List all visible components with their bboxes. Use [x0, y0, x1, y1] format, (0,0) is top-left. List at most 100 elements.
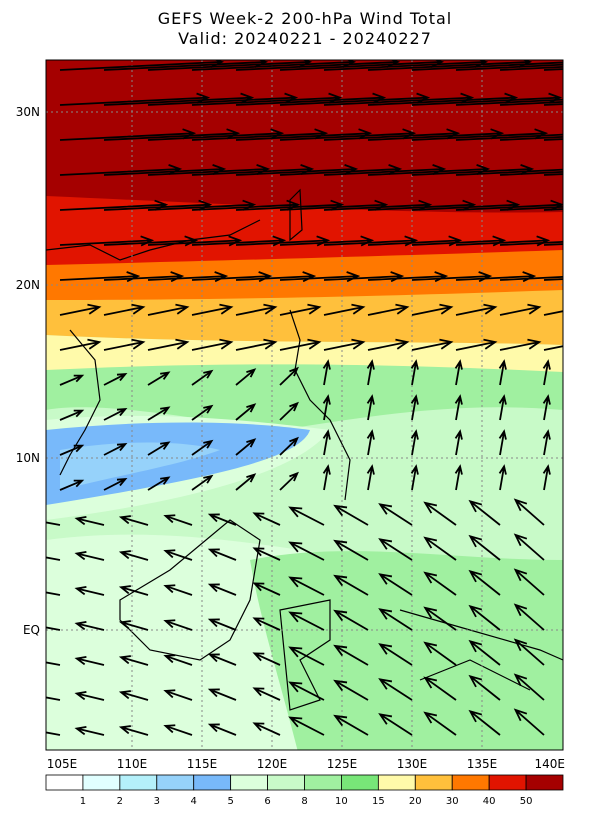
colorbar: 1 2 3 4 5 6 8 10 15 20 30 40 50: [45, 774, 564, 807]
wind-arrow: [279, 128, 417, 141]
wind-arrow: [252, 652, 281, 666]
wind-arrow: [191, 92, 343, 106]
lat-label: 10N: [16, 451, 40, 465]
lon-label: 115E: [187, 757, 218, 771]
wind-arrow: [513, 568, 545, 596]
wind-arrow: [191, 338, 234, 351]
wind-arrow: [378, 503, 413, 526]
wind-arrow: [367, 60, 533, 71]
wind-arrow: [191, 439, 214, 456]
wind-arrow: [118, 550, 149, 561]
wind-arrow: [252, 512, 281, 526]
wind-arrow: [322, 394, 331, 421]
wind-arrow: [235, 164, 359, 176]
wind-arrow: [499, 275, 563, 281]
wind-arrow: [103, 478, 128, 491]
wind-arrow: [252, 547, 281, 561]
wind-arrow: [333, 714, 369, 736]
wind-arrow: [103, 408, 128, 421]
wind-arrow: [252, 617, 281, 631]
wind-arrow: [542, 464, 551, 491]
lat-label: EQ: [23, 623, 40, 637]
wind-arrow: [499, 65, 563, 71]
wind-arrow: [103, 271, 185, 283]
wind-arrow: [423, 641, 457, 666]
wind-arrow: [543, 278, 563, 281]
wind-arrow: [513, 673, 545, 701]
wind-arrow: [74, 516, 105, 526]
wind-arrow: [378, 713, 413, 736]
wind-arrow: [323, 271, 405, 283]
wind-arrow: [103, 303, 146, 316]
wind-arrow: [333, 644, 369, 666]
wind-arrow: [498, 394, 507, 421]
wind-arrow: [367, 164, 491, 176]
wind-arrow: [542, 394, 551, 421]
colorbar-label: 8: [301, 796, 307, 807]
wind-arrow: [118, 620, 149, 631]
wind-arrow: [410, 359, 419, 386]
lat-label: 30N: [16, 105, 40, 119]
wind-arrow: [455, 168, 563, 176]
colorbar-box: [82, 774, 121, 791]
colorbar-box: [304, 774, 342, 791]
wind-arrow: [279, 199, 389, 211]
wind-arrow: [367, 128, 505, 141]
wind-arrow: [163, 654, 193, 666]
wind-arrow: [147, 199, 257, 211]
colorbar-label: 4: [191, 796, 197, 807]
wind-arrow: [147, 92, 299, 106]
axis-labels: 30N 20N 10N EQ 105E 110E 115E 120E 125E 130E 135E 1…: [16, 105, 565, 771]
wind-arrow: [333, 539, 369, 561]
wind-arrow: [454, 359, 463, 386]
wind-arrow: [468, 674, 501, 701]
wind-arrow: [235, 128, 373, 141]
wind-arrow: [378, 608, 413, 631]
colorbar-box: [451, 774, 490, 791]
lon-label: 135E: [467, 757, 498, 771]
wind-arrow: [499, 240, 563, 246]
wind-arrow: [366, 359, 375, 386]
colorbar-label: 15: [372, 796, 385, 807]
wind-arrow: [366, 464, 375, 491]
wind-vectors: [46, 60, 563, 736]
wind-arrow: [455, 271, 537, 283]
wind-arrow: [367, 338, 410, 351]
wind-arrow: [366, 394, 375, 421]
wind-arrow: [163, 689, 193, 701]
wind-arrow: [499, 170, 563, 176]
wind-arrow: [235, 473, 257, 491]
graticule: [46, 60, 563, 750]
wind-arrow: [74, 551, 105, 561]
wind-arrow: [279, 60, 445, 71]
wind-arrow: [378, 643, 413, 666]
wind-arrow: [454, 464, 463, 491]
wind-arrow: [252, 582, 281, 596]
wind-arrow: [279, 164, 403, 176]
colorbar-label: 50: [520, 796, 533, 807]
wind-arrow: [74, 726, 105, 736]
wind-arrow: [191, 60, 357, 71]
wind-arrow: [498, 464, 507, 491]
wind-arrow: [411, 92, 563, 106]
wind-arrow: [59, 303, 102, 316]
wind-arrow: [499, 135, 563, 141]
colorbar-box: [488, 774, 527, 791]
wind-arrow: [235, 60, 401, 71]
wind-arrow: [468, 639, 501, 666]
wind-arrow: [279, 471, 299, 491]
wind-arrow: [279, 303, 322, 316]
wind-arrow: [322, 359, 331, 386]
wind-arrow: [455, 235, 551, 247]
wind-arrow: [411, 303, 454, 316]
wind-arrow: [513, 603, 545, 631]
wind-arrow: [207, 583, 237, 596]
wind-arrow: [118, 515, 149, 526]
wind-arrow: [163, 549, 193, 561]
wind-arrow: [147, 371, 171, 386]
wind-arrow: [235, 271, 317, 283]
wind-arrow: [513, 498, 545, 526]
wind-arrow: [499, 100, 563, 106]
wind-arrow: [288, 506, 325, 526]
wind-arrow: [423, 711, 457, 736]
